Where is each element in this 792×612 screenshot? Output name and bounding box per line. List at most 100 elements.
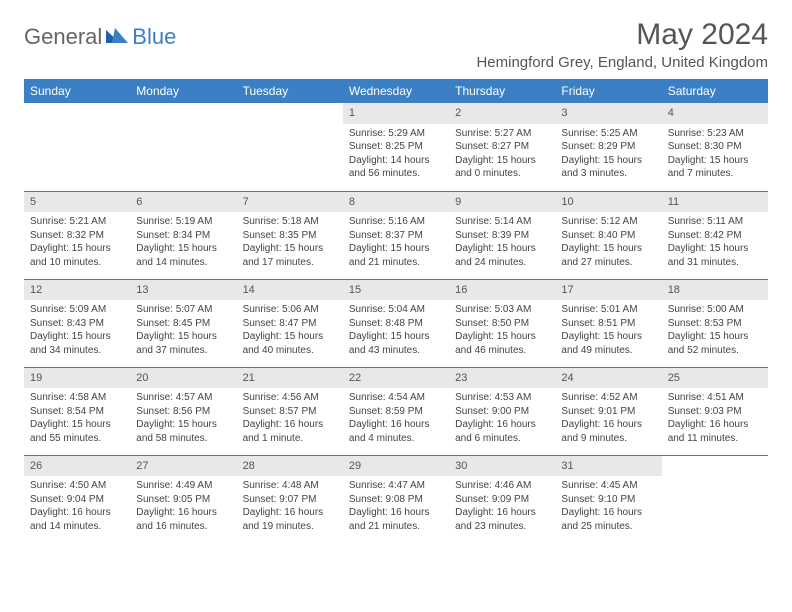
calendar-day-cell: 29Sunrise: 4:47 AMSunset: 9:08 PMDayligh…: [343, 455, 449, 543]
calendar-day-cell: 24Sunrise: 4:52 AMSunset: 9:01 PMDayligh…: [555, 367, 661, 455]
sunrise-text: Sunrise: 5:03 AM: [455, 303, 549, 317]
location-subtitle: Hemingford Grey, England, United Kingdom: [476, 54, 768, 71]
daylight-text: Daylight: 16 hours and 25 minutes.: [561, 506, 655, 533]
sunset-text: Sunset: 8:57 PM: [243, 405, 337, 419]
sunrise-text: Sunrise: 5:11 AM: [668, 215, 762, 229]
sunrise-text: Sunrise: 5:04 AM: [349, 303, 443, 317]
sunset-text: Sunset: 9:03 PM: [668, 405, 762, 419]
sunset-text: Sunset: 8:54 PM: [30, 405, 124, 419]
day-details: Sunrise: 5:01 AMSunset: 8:51 PMDaylight:…: [555, 300, 661, 361]
sunrise-text: Sunrise: 4:56 AM: [243, 391, 337, 405]
calendar-day-cell: 8Sunrise: 5:16 AMSunset: 8:37 PMDaylight…: [343, 191, 449, 279]
calendar-week-row: 26Sunrise: 4:50 AMSunset: 9:04 PMDayligh…: [24, 455, 768, 543]
calendar-day-cell: [130, 103, 236, 191]
day-details: Sunrise: 5:25 AMSunset: 8:29 PMDaylight:…: [555, 124, 661, 185]
calendar-table: SundayMondayTuesdayWednesdayThursdayFrid…: [24, 79, 768, 543]
calendar-body: 1Sunrise: 5:29 AMSunset: 8:25 PMDaylight…: [24, 103, 768, 543]
calendar-day-cell: 17Sunrise: 5:01 AMSunset: 8:51 PMDayligh…: [555, 279, 661, 367]
daylight-text: Daylight: 15 hours and 7 minutes.: [668, 154, 762, 181]
calendar-day-cell: 26Sunrise: 4:50 AMSunset: 9:04 PMDayligh…: [24, 455, 130, 543]
daylight-text: Daylight: 15 hours and 58 minutes.: [136, 418, 230, 445]
sunset-text: Sunset: 8:30 PM: [668, 140, 762, 154]
day-details: Sunrise: 4:57 AMSunset: 8:56 PMDaylight:…: [130, 388, 236, 449]
day-details: Sunrise: 4:56 AMSunset: 8:57 PMDaylight:…: [237, 388, 343, 449]
calendar-day-cell: 13Sunrise: 5:07 AMSunset: 8:45 PMDayligh…: [130, 279, 236, 367]
brand-general: General: [24, 24, 102, 50]
day-details: Sunrise: 5:29 AMSunset: 8:25 PMDaylight:…: [343, 124, 449, 185]
calendar-day-cell: 12Sunrise: 5:09 AMSunset: 8:43 PMDayligh…: [24, 279, 130, 367]
sunset-text: Sunset: 9:08 PM: [349, 493, 443, 507]
sunset-text: Sunset: 8:43 PM: [30, 317, 124, 331]
sunrise-text: Sunrise: 5:18 AM: [243, 215, 337, 229]
day-number: 6: [130, 192, 236, 213]
sunset-text: Sunset: 8:47 PM: [243, 317, 337, 331]
daylight-text: Daylight: 15 hours and 46 minutes.: [455, 330, 549, 357]
daylight-text: Daylight: 16 hours and 16 minutes.: [136, 506, 230, 533]
calendar-day-cell: 7Sunrise: 5:18 AMSunset: 8:35 PMDaylight…: [237, 191, 343, 279]
day-details: Sunrise: 5:21 AMSunset: 8:32 PMDaylight:…: [24, 212, 130, 273]
calendar-day-cell: 9Sunrise: 5:14 AMSunset: 8:39 PMDaylight…: [449, 191, 555, 279]
day-number: 11: [662, 192, 768, 213]
sunset-text: Sunset: 9:04 PM: [30, 493, 124, 507]
calendar-day-cell: 16Sunrise: 5:03 AMSunset: 8:50 PMDayligh…: [449, 279, 555, 367]
weekday-header: Friday: [555, 79, 661, 103]
day-number: 15: [343, 280, 449, 301]
daylight-text: Daylight: 16 hours and 19 minutes.: [243, 506, 337, 533]
sunset-text: Sunset: 8:45 PM: [136, 317, 230, 331]
day-number: 13: [130, 280, 236, 301]
sunrise-text: Sunrise: 4:52 AM: [561, 391, 655, 405]
day-number: 24: [555, 368, 661, 389]
calendar-day-cell: 14Sunrise: 5:06 AMSunset: 8:47 PMDayligh…: [237, 279, 343, 367]
calendar-header-row: SundayMondayTuesdayWednesdayThursdayFrid…: [24, 79, 768, 103]
day-details: Sunrise: 5:27 AMSunset: 8:27 PMDaylight:…: [449, 124, 555, 185]
calendar-day-cell: 28Sunrise: 4:48 AMSunset: 9:07 PMDayligh…: [237, 455, 343, 543]
sunrise-text: Sunrise: 4:47 AM: [349, 479, 443, 493]
day-number: 22: [343, 368, 449, 389]
calendar-day-cell: 11Sunrise: 5:11 AMSunset: 8:42 PMDayligh…: [662, 191, 768, 279]
day-number: 23: [449, 368, 555, 389]
sunrise-text: Sunrise: 5:12 AM: [561, 215, 655, 229]
sunset-text: Sunset: 8:59 PM: [349, 405, 443, 419]
sunset-text: Sunset: 9:00 PM: [455, 405, 549, 419]
calendar-day-cell: 5Sunrise: 5:21 AMSunset: 8:32 PMDaylight…: [24, 191, 130, 279]
sunset-text: Sunset: 8:35 PM: [243, 229, 337, 243]
sunrise-text: Sunrise: 5:23 AM: [668, 127, 762, 141]
sunrise-text: Sunrise: 5:27 AM: [455, 127, 549, 141]
calendar-day-cell: [24, 103, 130, 191]
day-details: Sunrise: 5:03 AMSunset: 8:50 PMDaylight:…: [449, 300, 555, 361]
sunrise-text: Sunrise: 4:53 AM: [455, 391, 549, 405]
sunrise-text: Sunrise: 5:16 AM: [349, 215, 443, 229]
calendar-day-cell: 25Sunrise: 4:51 AMSunset: 9:03 PMDayligh…: [662, 367, 768, 455]
sunrise-text: Sunrise: 5:14 AM: [455, 215, 549, 229]
daylight-text: Daylight: 14 hours and 56 minutes.: [349, 154, 443, 181]
sunrise-text: Sunrise: 5:07 AM: [136, 303, 230, 317]
sunset-text: Sunset: 8:40 PM: [561, 229, 655, 243]
calendar-day-cell: 4Sunrise: 5:23 AMSunset: 8:30 PMDaylight…: [662, 103, 768, 191]
sunset-text: Sunset: 8:39 PM: [455, 229, 549, 243]
daylight-text: Daylight: 15 hours and 24 minutes.: [455, 242, 549, 269]
sunrise-text: Sunrise: 4:46 AM: [455, 479, 549, 493]
calendar-week-row: 19Sunrise: 4:58 AMSunset: 8:54 PMDayligh…: [24, 367, 768, 455]
sunset-text: Sunset: 8:29 PM: [561, 140, 655, 154]
weekday-header: Tuesday: [237, 79, 343, 103]
calendar-day-cell: 2Sunrise: 5:27 AMSunset: 8:27 PMDaylight…: [449, 103, 555, 191]
sunset-text: Sunset: 8:37 PM: [349, 229, 443, 243]
weekday-header: Thursday: [449, 79, 555, 103]
day-number: 16: [449, 280, 555, 301]
daylight-text: Daylight: 15 hours and 43 minutes.: [349, 330, 443, 357]
sunrise-text: Sunrise: 5:29 AM: [349, 127, 443, 141]
sunrise-text: Sunrise: 4:45 AM: [561, 479, 655, 493]
sunrise-text: Sunrise: 5:00 AM: [668, 303, 762, 317]
calendar-day-cell: [237, 103, 343, 191]
calendar-day-cell: 31Sunrise: 4:45 AMSunset: 9:10 PMDayligh…: [555, 455, 661, 543]
day-details: Sunrise: 4:53 AMSunset: 9:00 PMDaylight:…: [449, 388, 555, 449]
daylight-text: Daylight: 15 hours and 14 minutes.: [136, 242, 230, 269]
day-number: 1: [343, 103, 449, 124]
sunset-text: Sunset: 8:32 PM: [30, 229, 124, 243]
brand-triangle-icon: [106, 27, 128, 48]
day-number: 5: [24, 192, 130, 213]
day-number: 31: [555, 456, 661, 477]
day-number: 2: [449, 103, 555, 124]
daylight-text: Daylight: 15 hours and 34 minutes.: [30, 330, 124, 357]
weekday-header: Saturday: [662, 79, 768, 103]
